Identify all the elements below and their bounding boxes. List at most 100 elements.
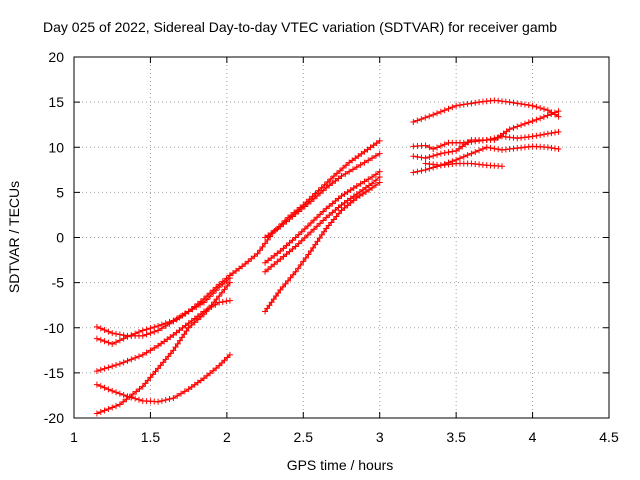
data-point-marker [194, 313, 201, 320]
data-point-marker [506, 99, 513, 106]
data-point-marker [353, 183, 360, 190]
data-point-marker [264, 305, 271, 312]
data-point-marker [495, 146, 502, 153]
data-point-marker [176, 314, 183, 321]
chart-title: Day 025 of 2022, Sidereal Day-to-day VTE… [43, 19, 557, 35]
data-point-marker [453, 147, 460, 154]
data-point-marker [224, 354, 231, 361]
data-point-marker [410, 169, 417, 176]
data-point-marker [370, 142, 377, 149]
data-point-marker [510, 124, 517, 131]
data-point-marker [361, 148, 368, 155]
data-point-marker [320, 208, 327, 215]
data-point-marker [410, 118, 417, 125]
x-tick-label: 4 [529, 429, 537, 445]
data-point-marker [456, 155, 463, 162]
tick-labels: 1 1.5 2 2.5 3 3.5 4 4.5 -20 -15 -10 -5 0 5 10 15 20 [44, 49, 619, 445]
data-point-marker [251, 253, 258, 260]
y-tick-label: -15 [44, 365, 64, 381]
data-point-marker [268, 263, 275, 270]
data-point-marker [298, 237, 305, 244]
data-point-marker [211, 299, 218, 306]
data-point-marker [226, 272, 233, 279]
data-point-marker [283, 242, 290, 249]
data-point-marker [304, 222, 311, 229]
data-point-marker [185, 308, 192, 315]
data-point-marker [503, 128, 510, 135]
data-point-marker [97, 366, 104, 373]
data-point-marker [172, 344, 179, 351]
data-point-marker [97, 383, 104, 390]
data-point-marker [456, 145, 463, 152]
data-point-marker [338, 202, 345, 209]
data-point-marker [310, 226, 317, 233]
data-point-marker [193, 303, 200, 310]
x-tick-label: 2.5 [294, 429, 314, 445]
data-point-marker [162, 396, 169, 403]
data-point-marker [414, 117, 421, 124]
data-point-marker [537, 104, 544, 111]
data-point-marker [289, 246, 296, 253]
data-point-marker [529, 102, 536, 109]
data-point-marker [97, 408, 104, 415]
data-point-marker [338, 173, 345, 180]
data-point-marker [142, 380, 149, 387]
data-point-marker [344, 189, 351, 196]
data-point-marker [136, 385, 143, 392]
data-point-marker [143, 349, 150, 356]
data-point-marker [132, 354, 139, 361]
data-point-marker [265, 257, 272, 264]
data-point-marker [422, 114, 429, 121]
data-point-marker [548, 144, 555, 151]
data-point-marker [113, 362, 120, 369]
data-point-marker [335, 204, 342, 211]
data-point-marker [441, 107, 448, 114]
data-point-marker [323, 225, 330, 232]
data-point-marker [330, 173, 337, 180]
data-point-marker [533, 132, 540, 139]
data-point-marker [292, 268, 299, 275]
data-point-marker [422, 155, 429, 162]
data-point-marker [173, 329, 180, 336]
data-point-marker [233, 267, 240, 274]
data-point-marker [418, 154, 425, 161]
data-point-marker [262, 268, 269, 275]
data-point-marker [437, 142, 444, 149]
data-point-marker [333, 213, 340, 220]
data-point-marker [274, 225, 281, 232]
data-point-marker [120, 391, 127, 398]
data-point-marker [185, 320, 192, 327]
data-point-marker [274, 258, 281, 265]
y-axis-label: SDTVAR / TECUs [6, 181, 22, 293]
data-point-marker [155, 342, 162, 349]
data-point-marker [219, 281, 226, 288]
data-point-marker [349, 157, 356, 164]
data-point-marker [555, 146, 562, 153]
data-point-marker [113, 389, 120, 396]
data-point-marker [189, 306, 196, 313]
data-point-marker [185, 386, 192, 393]
series-arc-8 [262, 168, 383, 266]
data-point-marker [132, 395, 139, 402]
data-point-marker [105, 386, 112, 393]
x-tick-label: 4.5 [599, 429, 619, 445]
data-point-marker [120, 332, 127, 339]
data-point-marker [321, 228, 328, 235]
data-point-marker [355, 153, 362, 160]
data-point-marker [239, 263, 246, 270]
data-point-marker [113, 402, 120, 409]
data-point-marker [376, 150, 383, 157]
data-point-marker [152, 368, 159, 375]
data-point-marker [441, 141, 448, 148]
data-point-marker [289, 237, 296, 244]
data-point-marker [541, 106, 548, 113]
data-point-marker [537, 115, 544, 122]
data-point-marker [346, 168, 353, 175]
data-point-marker [551, 129, 558, 136]
data-point-marker [101, 365, 108, 372]
data-point-marker [213, 287, 220, 294]
series-arc-3 [93, 297, 233, 375]
data-point-marker [310, 195, 317, 202]
data-point-marker [149, 371, 156, 378]
data-point-marker [414, 168, 421, 175]
